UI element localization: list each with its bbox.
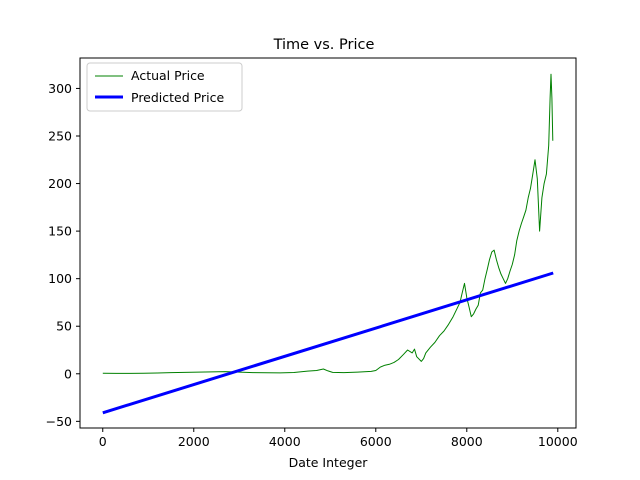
legend-box — [86, 62, 243, 112]
y-tick-label-4: 150 — [48, 224, 72, 239]
y-tick-label-0: −50 — [46, 414, 72, 429]
x-tick-label-4: 8000 — [451, 434, 483, 449]
legend-actual-label: Actual Price — [131, 68, 205, 83]
y-tick-label-7: 300 — [48, 81, 72, 96]
y-axis: −50 0 50 100 150 200 250 300 — [46, 81, 80, 429]
x-tick-label-1: 2000 — [178, 434, 210, 449]
x-tick-label-5: 10000 — [538, 434, 578, 449]
y-tick-label-5: 200 — [48, 176, 72, 191]
y-tick-label-1: 0 — [64, 366, 72, 381]
plot-area — [79, 57, 577, 429]
plot-frame — [79, 57, 577, 429]
y-tick-label-6: 250 — [48, 128, 72, 143]
x-axis: 0 2000 4000 6000 8000 10000 — [99, 428, 578, 449]
y-tick-label-3: 100 — [48, 271, 72, 286]
legend: Actual Price Predicted Price — [86, 62, 243, 112]
x-tick-label-0: 0 — [99, 434, 107, 449]
x-tick-label-2: 4000 — [269, 434, 301, 449]
x-axis-label: Date Integer — [289, 455, 369, 470]
legend-predicted-label: Predicted Price — [131, 90, 224, 105]
series-line-1 — [102, 271, 554, 415]
y-tick-label-2: 50 — [56, 319, 72, 334]
x-tick-label-3: 6000 — [360, 434, 392, 449]
chart-title: Time vs. Price — [273, 37, 375, 53]
series-line-0 — [102, 73, 554, 374]
